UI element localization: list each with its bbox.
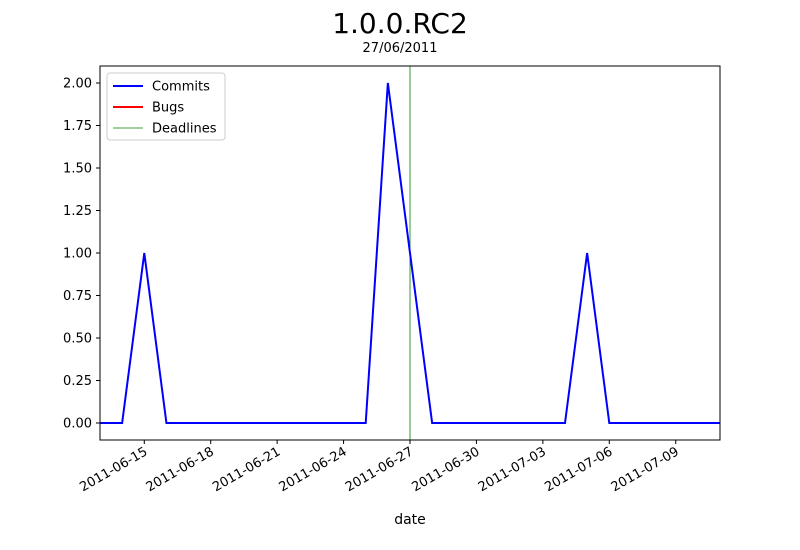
y-tick-label: 1.50 [63, 162, 92, 177]
y-tick-label: 1.25 [63, 204, 92, 219]
x-tick-label: 2011-06-18 [144, 444, 217, 495]
y-tick-label: 0.25 [63, 374, 92, 389]
series-line-commits [100, 82, 720, 424]
y-tick-label: 0.75 [63, 289, 92, 304]
x-tick-label: 2011-06-15 [77, 444, 150, 495]
chart-title: 1.0.0.RC2 [332, 7, 468, 40]
legend-label-commits: Commits [152, 80, 210, 95]
x-tick-label: 2011-06-21 [210, 444, 283, 495]
chart-subtitle: 27/06/2011 [363, 41, 438, 56]
x-tick-label: 2011-06-27 [343, 444, 416, 495]
x-tick-label: 2011-07-06 [542, 444, 615, 495]
y-tick-label: 1.75 [63, 119, 92, 134]
x-axis-label: date [394, 512, 426, 528]
y-tick-label: 0.00 [63, 417, 92, 432]
legend-label-deadlines: Deadlines [152, 122, 217, 137]
x-tick-label: 2011-06-24 [277, 444, 350, 495]
x-tick-label: 2011-07-09 [609, 444, 682, 495]
plot-area [100, 66, 720, 440]
x-tick-label: 2011-07-03 [476, 444, 549, 495]
y-tick-label: 0.50 [63, 332, 92, 347]
legend: Commits Bugs Deadlines [106, 72, 226, 141]
legend-label-bugs: Bugs [152, 101, 184, 116]
legend-box [106, 72, 226, 141]
x-tick-label: 2011-06-30 [409, 444, 482, 495]
y-tick-label: 2.00 [63, 77, 92, 92]
y-tick-label: 1.00 [63, 247, 92, 262]
